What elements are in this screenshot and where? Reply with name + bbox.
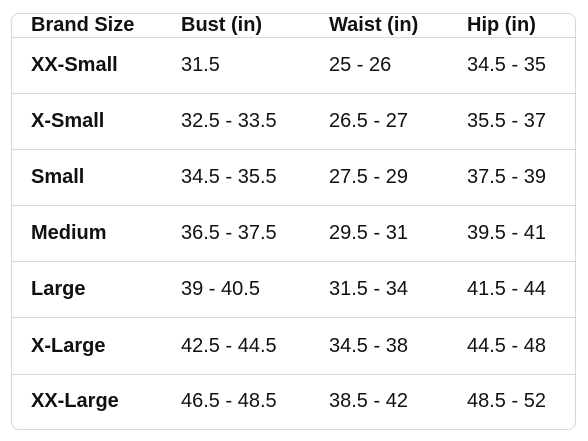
hip-cell: 35.5 - 37: [448, 93, 575, 151]
table-row: Medium 36.5 - 37.5 29.5 - 31 39.5 - 41: [12, 205, 575, 263]
waist-cell: 25 - 26: [310, 37, 448, 95]
header-hip: Hip (in): [448, 14, 575, 38]
bust-cell: 39 - 40.5: [162, 261, 310, 319]
bust-cell: 31.5: [162, 37, 310, 95]
header-brand-size: Brand Size: [12, 14, 162, 38]
brand-size-cell: Medium: [12, 205, 162, 263]
brand-size-cell: XX-Small: [12, 37, 162, 95]
brand-size-cell: XX-Large: [31, 390, 119, 413]
table-row: XX-Small 31.5 25 - 26 34.5 - 35: [12, 37, 575, 95]
bust-cell: 32.5 - 33.5: [162, 93, 310, 151]
waist-cell: 38.5 - 42: [329, 390, 408, 413]
brand-size-cell: X-Small: [12, 93, 162, 151]
brand-size-cell: Small: [12, 149, 162, 207]
header-waist: Waist (in): [310, 14, 448, 38]
table-row: Small 34.5 - 35.5 27.5 - 29 37.5 - 39: [12, 149, 575, 207]
hip-cell: 34.5 - 35: [448, 37, 575, 95]
size-chart-table: Brand Size Bust (in) Waist (in) Hip (in)…: [12, 14, 575, 429]
hip-cell: 48.5 - 52: [467, 390, 546, 413]
header-bust: Bust (in): [162, 14, 310, 38]
waist-cell: 26.5 - 27: [310, 93, 448, 151]
bust-cell: 34.5 - 35.5: [162, 149, 310, 207]
waist-cell: 34.5 - 38: [310, 317, 448, 375]
waist-cell: 27.5 - 29: [310, 149, 448, 207]
bust-cell: 42.5 - 44.5: [162, 317, 310, 375]
table-row: Large 39 - 40.5 31.5 - 34 41.5 - 44: [12, 261, 575, 319]
header-row: Brand Size Bust (in) Waist (in) Hip (in): [12, 14, 575, 38]
hip-cell: 39.5 - 41: [448, 205, 575, 263]
hip-cell: 44.5 - 48: [448, 317, 575, 375]
table-row: XX-Large 46.5 - 48.5 38.5 - 42 48.5 - 52: [12, 374, 575, 429]
brand-size-cell: X-Large: [12, 317, 162, 375]
size-chart: Brand Size Bust (in) Waist (in) Hip (in)…: [11, 13, 576, 430]
waist-cell: 31.5 - 34: [310, 261, 448, 319]
bust-cell: 46.5 - 48.5: [181, 390, 277, 413]
hip-cell: 37.5 - 39: [448, 149, 575, 207]
bust-cell: 36.5 - 37.5: [162, 205, 310, 263]
table-row: X-Small 32.5 - 33.5 26.5 - 27 35.5 - 37: [12, 93, 575, 151]
waist-cell: 29.5 - 31: [310, 205, 448, 263]
table-row: X-Large 42.5 - 44.5 34.5 - 38 44.5 - 48: [12, 317, 575, 375]
brand-size-cell: Large: [12, 261, 162, 319]
hip-cell: 41.5 - 44: [448, 261, 575, 319]
